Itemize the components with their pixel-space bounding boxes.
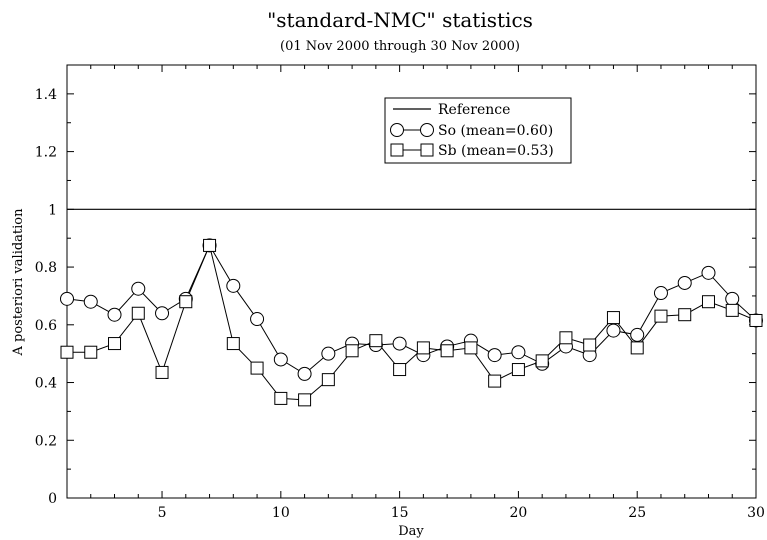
legend-so-marker-left <box>390 123 404 137</box>
x-tick-label: 20 <box>509 505 527 521</box>
sb-data-point <box>583 338 597 352</box>
so-data-point <box>392 336 407 351</box>
series-layer <box>60 238 763 407</box>
x-axis: 5 10 15 20 25 30 <box>66 65 765 521</box>
x-tick-label: 5 <box>158 505 167 521</box>
x-tick-label: 30 <box>747 505 765 521</box>
x-tick-label: 10 <box>272 505 290 521</box>
sb-data-point <box>630 341 644 355</box>
y-tick-label: 1 <box>48 202 57 218</box>
sb-data-point <box>606 311 620 325</box>
legend: Reference So (mean=0.60) Sb (mean=0.53) <box>384 97 572 164</box>
sb-data-point <box>298 393 312 407</box>
so-data-point <box>511 345 526 360</box>
sb-data-point <box>203 238 217 252</box>
legend-sb-marker-right <box>420 143 434 157</box>
so-data-point <box>677 275 692 290</box>
series-line-sb <box>67 243 757 401</box>
sb-data-point <box>511 363 525 377</box>
so-data-point <box>250 312 265 327</box>
so-data-point <box>297 366 312 381</box>
sb-data-point <box>701 295 715 309</box>
sb-data-point <box>179 295 193 309</box>
sb-data-point <box>535 354 549 368</box>
so-data-point <box>60 291 74 306</box>
so-data-point <box>701 265 716 280</box>
sb-data-point <box>749 313 763 327</box>
sb-data-point <box>226 337 240 351</box>
sb-data-point <box>321 373 335 387</box>
chart-title: "standard-NMC" statistics <box>267 8 533 32</box>
so-data-point <box>273 352 288 367</box>
series-line-so <box>66 244 757 375</box>
sb-data-point <box>250 361 264 375</box>
legend-sb-marker-left <box>390 143 404 157</box>
chart-subtitle: (01 Nov 2000 through 30 Nov 2000) <box>280 39 520 54</box>
sb-data-point <box>274 391 288 405</box>
y-tick-label: 0.4 <box>35 376 57 392</box>
legend-so-label: So (mean=0.60) <box>438 123 553 139</box>
legend-reference-label: Reference <box>438 102 510 118</box>
so-data-point <box>725 291 740 306</box>
sb-data-point <box>60 345 74 359</box>
sb-data-point <box>84 345 98 359</box>
legend-so-marker-right <box>420 123 434 137</box>
x-tick-label: 25 <box>628 505 646 521</box>
so-data-point <box>155 306 170 321</box>
plot-frame <box>66 64 757 499</box>
sb-data-point <box>440 344 454 358</box>
sb-data-point <box>369 334 383 348</box>
sb-data-point <box>416 341 430 355</box>
y-tick-label: 0.2 <box>35 433 57 449</box>
y-axis-label: A posteriori validation <box>11 208 26 357</box>
so-data-point <box>131 281 146 296</box>
sb-data-point <box>559 331 573 345</box>
sb-data-point <box>654 309 668 323</box>
so-data-point <box>606 323 621 338</box>
y-tick-label: 0.8 <box>35 260 57 276</box>
so-data-point <box>107 307 122 322</box>
y-tick-label: 1.2 <box>35 145 57 161</box>
sb-data-point <box>393 363 407 377</box>
x-axis-label: Day <box>398 524 424 539</box>
sb-data-point <box>725 303 739 317</box>
so-data-point <box>653 286 668 301</box>
x-tick-label: 15 <box>391 505 409 521</box>
sb-data-point <box>678 308 692 322</box>
sb-data-point <box>155 365 169 379</box>
y-tick-label: 0.6 <box>35 318 57 334</box>
sb-data-point <box>464 341 478 355</box>
sb-data-point <box>131 306 145 320</box>
sb-data-point <box>345 344 359 358</box>
sb-data-point <box>488 374 502 388</box>
so-data-point <box>321 346 336 361</box>
so-data-point <box>487 348 502 363</box>
y-tick-label: 0 <box>48 491 57 507</box>
y-tick-label: 1.4 <box>35 87 57 103</box>
sb-data-point <box>108 337 122 351</box>
so-data-point <box>630 327 645 342</box>
so-data-point <box>226 278 241 293</box>
legend-sb-label: Sb (mean=0.53) <box>438 143 554 159</box>
so-data-point <box>83 294 98 309</box>
